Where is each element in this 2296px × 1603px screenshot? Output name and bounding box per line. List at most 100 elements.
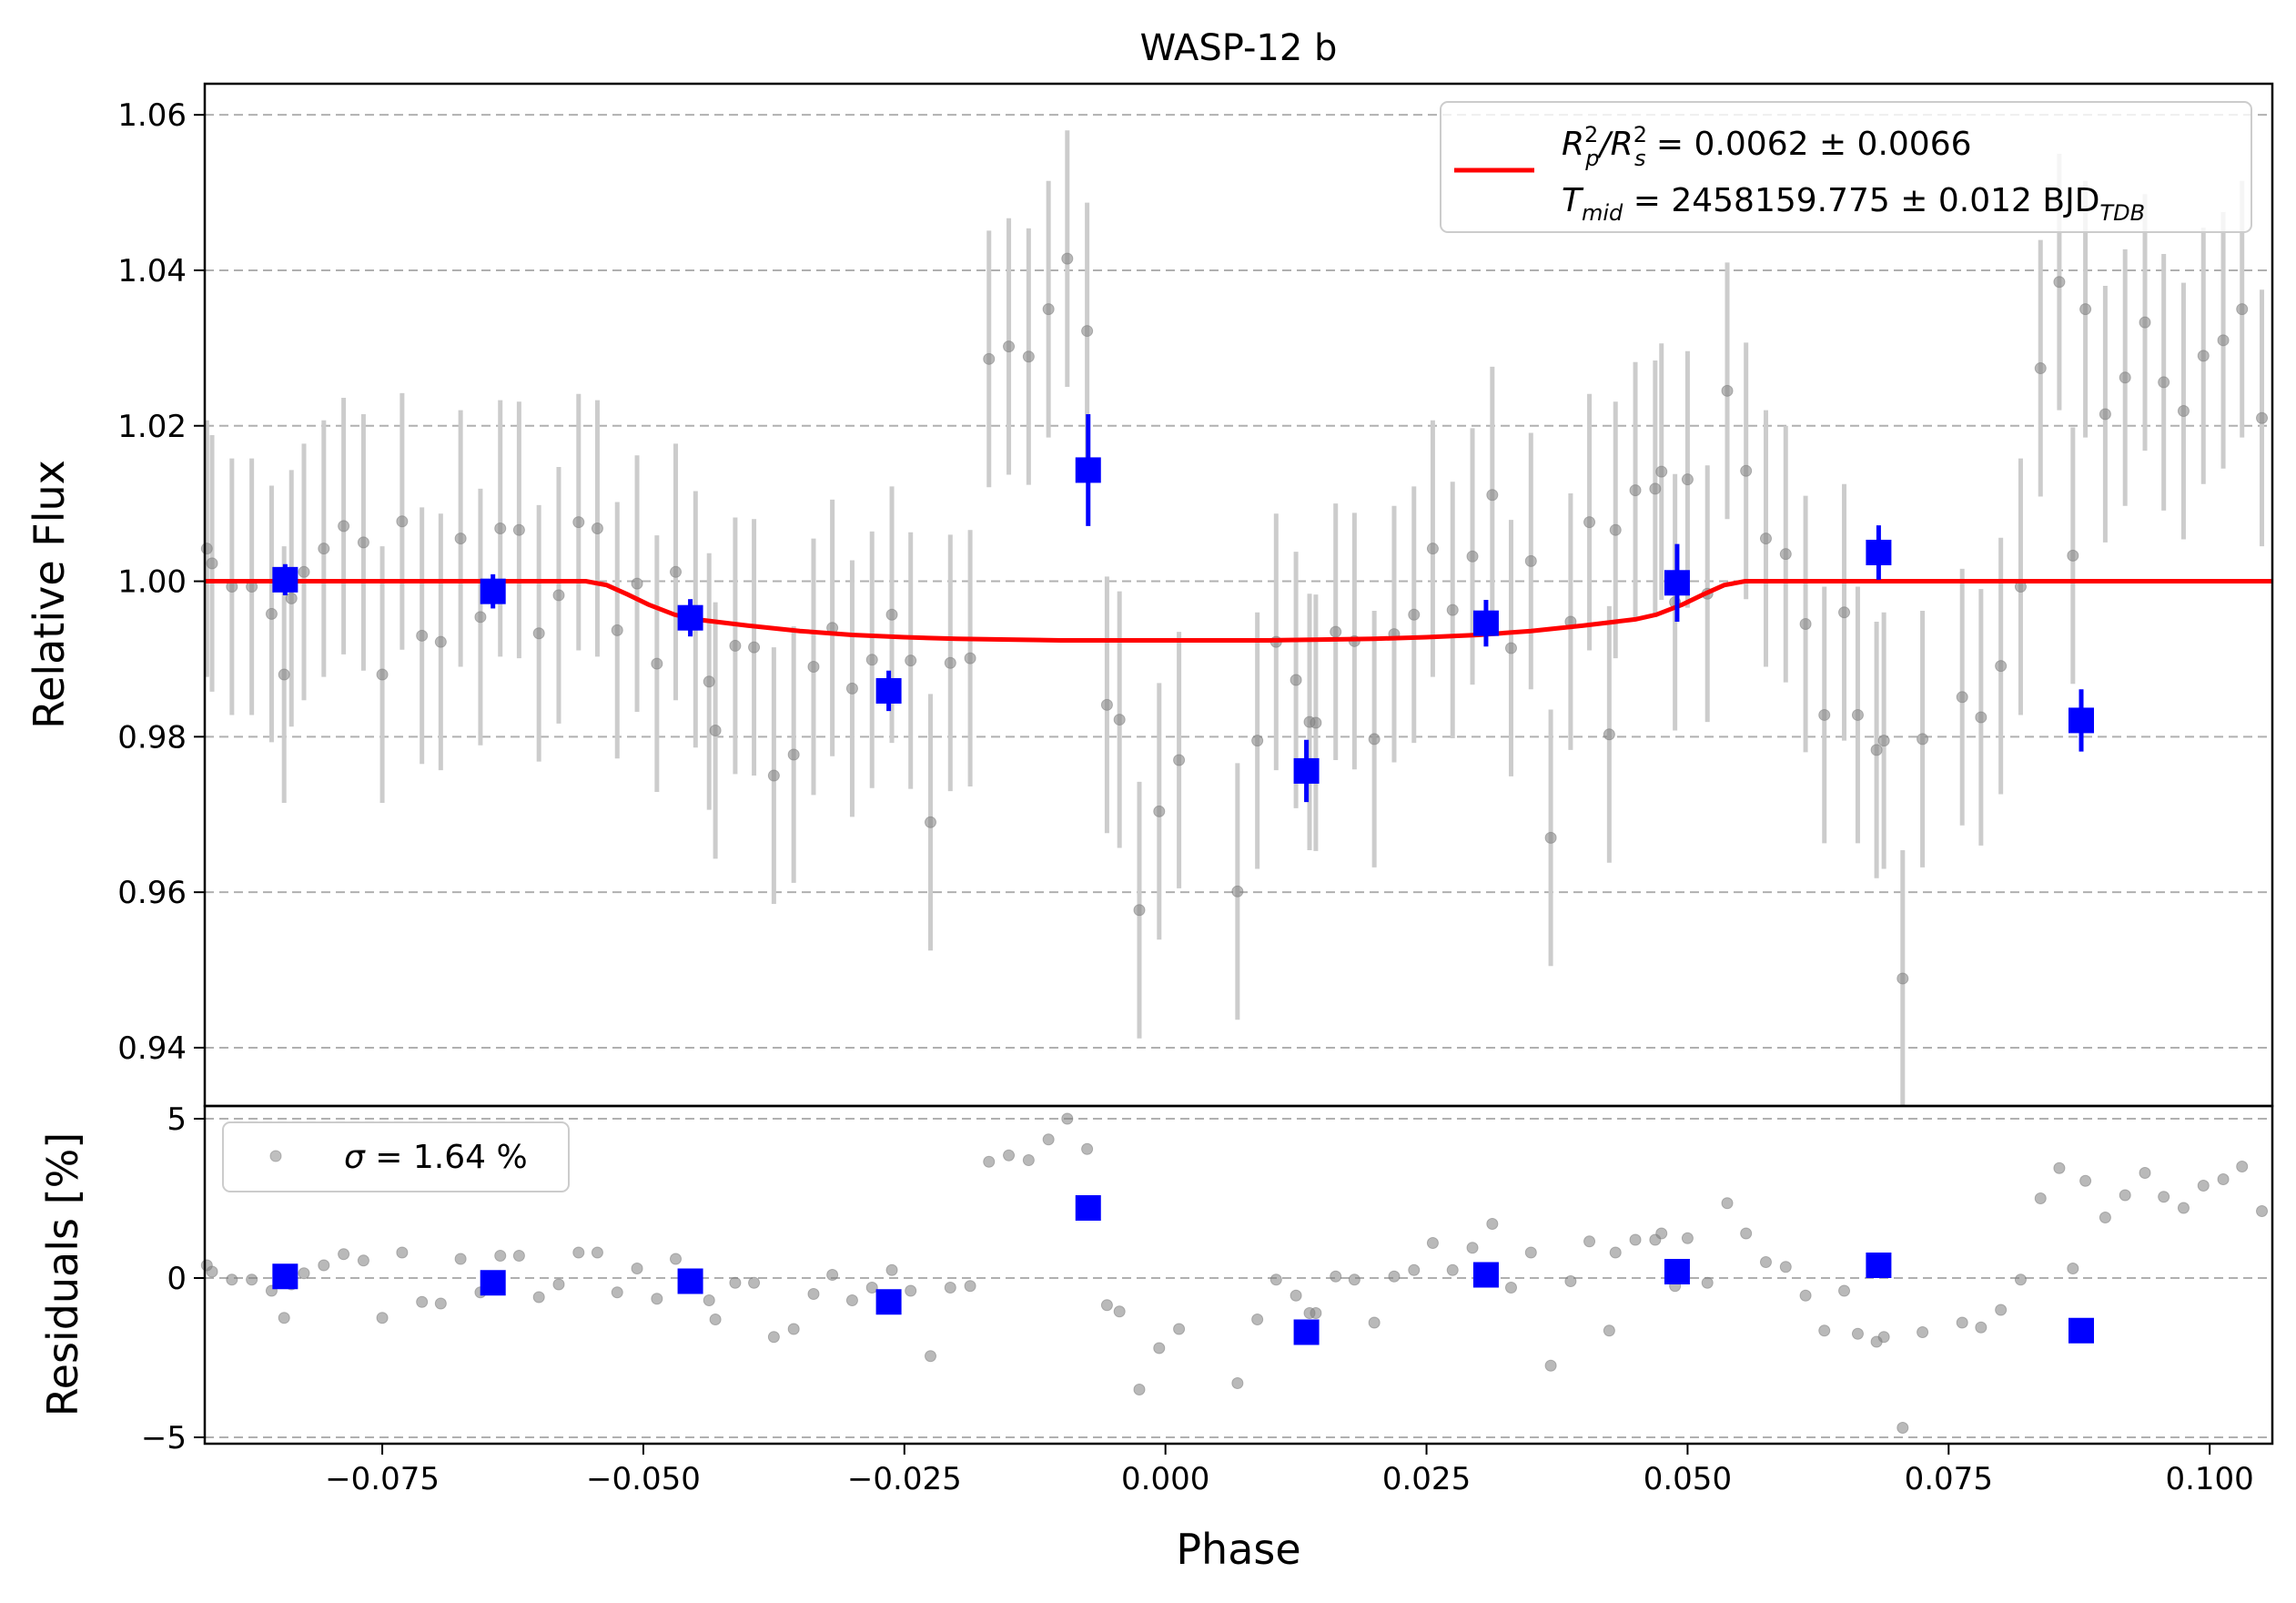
raw-point [318, 543, 330, 555]
residual-raw-point [1133, 1384, 1146, 1395]
residual-binned-point [1866, 1253, 1892, 1278]
raw-point [1133, 904, 1146, 917]
legend-rp-sup2: 2 [1633, 122, 1647, 147]
legend-tmid: Tmid = 2458159.775 ± 0.012 BJDTDB [1562, 182, 2145, 226]
residual-raw-point [905, 1284, 917, 1297]
residual-raw-point [434, 1297, 447, 1310]
raw-point [2236, 303, 2249, 316]
residual-raw-point [2256, 1205, 2269, 1217]
residual-raw-point [1896, 1422, 1909, 1434]
raw-point [709, 725, 722, 737]
binned-point [1664, 570, 1690, 596]
residual-raw-point [1113, 1305, 1126, 1318]
residual-raw-point [1042, 1133, 1055, 1146]
residual-raw-point [206, 1265, 218, 1278]
residual-raw-point [357, 1254, 369, 1267]
residual-raw-point [1603, 1324, 1615, 1337]
residual-binned-point [875, 1289, 902, 1315]
residual-raw-point [1609, 1246, 1622, 1259]
raw-point [474, 611, 487, 624]
raw-point [2119, 371, 2131, 384]
raw-point [494, 522, 507, 534]
residual-raw-point [1629, 1233, 1642, 1246]
residual-raw-point [1655, 1227, 1668, 1240]
residual-raw-point [1290, 1289, 1302, 1302]
raw-point [338, 520, 350, 533]
main-ytick-label: 1.06 [117, 97, 187, 134]
raw-point [376, 668, 389, 681]
raw-point [1251, 735, 1264, 747]
main-binned-series [272, 413, 2095, 803]
residual-raw-point [318, 1259, 330, 1272]
residual-raw-point [552, 1278, 565, 1291]
legend-rp-rest: = 0.0062 ± 0.0066 [1645, 126, 1971, 163]
raw-point [454, 533, 467, 545]
binned-point [1472, 610, 1499, 636]
residual-binned-point [1293, 1319, 1320, 1345]
raw-point [1446, 604, 1459, 616]
raw-point [532, 627, 545, 640]
residual-raw-point [1153, 1342, 1166, 1354]
residual-raw-point [729, 1276, 742, 1289]
raw-point [1838, 606, 1851, 619]
raw-point [285, 592, 298, 604]
raw-point [964, 652, 976, 665]
raw-point [1917, 733, 1929, 746]
residual-raw-point [278, 1312, 290, 1324]
main-ytick-label: 1.00 [117, 564, 187, 601]
xlabel: Phase [1176, 1525, 1300, 1574]
residual-raw-point [1486, 1218, 1499, 1230]
residual-raw-point [1368, 1316, 1381, 1329]
legend-rp-rs: R2 p/R2 s = 0.0062 ± 0.0066 [1562, 122, 1972, 171]
legend-tmid-sub2: TDB [2099, 200, 2145, 226]
legend-tmid-rest: = 2458159.775 ± 0.012 BJD [1623, 182, 2099, 219]
raw-point [1896, 972, 1909, 985]
raw-point [2139, 316, 2151, 329]
binned-point [875, 677, 902, 704]
raw-point [1061, 252, 1074, 265]
residual-raw-point [924, 1350, 936, 1363]
residual-raw-point [1975, 1321, 1988, 1334]
residual-raw-point [2034, 1192, 2047, 1204]
raw-point [1524, 554, 1537, 567]
residual-raw-point [885, 1263, 898, 1276]
raw-point [1877, 735, 1890, 747]
legend-sigma-main: σ [344, 1139, 366, 1176]
residual-raw-point [338, 1248, 350, 1261]
raw-point [1290, 674, 1302, 686]
residual-raw-point [1100, 1299, 1113, 1312]
main-model-series [205, 579, 2272, 643]
residual-raw-point [826, 1269, 839, 1281]
main-ytick-label: 1.02 [117, 409, 187, 445]
xtick-label: 0.075 [1905, 1461, 1993, 1497]
residual-raw-point [983, 1155, 996, 1168]
residual-raw-point [865, 1282, 878, 1294]
residual-raw-point [2067, 1263, 2079, 1274]
raw-point [651, 657, 663, 670]
raw-point [1956, 691, 1968, 704]
raw-point [1042, 303, 1055, 316]
raw-point [1504, 642, 1517, 654]
residual-raw-point [1956, 1316, 1968, 1329]
residual-binned-point [1075, 1195, 1101, 1221]
raw-point [2053, 276, 2066, 289]
residual-raw-point [1544, 1359, 1557, 1372]
legend-rp-sub1: p [1584, 146, 1599, 171]
raw-point [983, 352, 996, 365]
raw-point [767, 769, 780, 782]
raw-point [611, 624, 623, 636]
residual-ylabel: Residuals [%] [38, 1132, 87, 1416]
residual-y-ticks: −5 0 5 [141, 1101, 205, 1456]
xtick-label: 0.050 [1644, 1461, 1732, 1497]
residual-raw-point [1504, 1282, 1517, 1294]
raw-point [265, 607, 278, 620]
residual-raw-point [591, 1246, 603, 1259]
binned-point [677, 604, 703, 631]
residual-legend-box [222, 1121, 570, 1192]
residual-raw-series [200, 1112, 2269, 1434]
residual-raw-point [2139, 1167, 2151, 1179]
legend-rp-main: R [1562, 126, 1584, 163]
residual-raw-point [246, 1273, 258, 1286]
raw-point [1231, 885, 1244, 898]
